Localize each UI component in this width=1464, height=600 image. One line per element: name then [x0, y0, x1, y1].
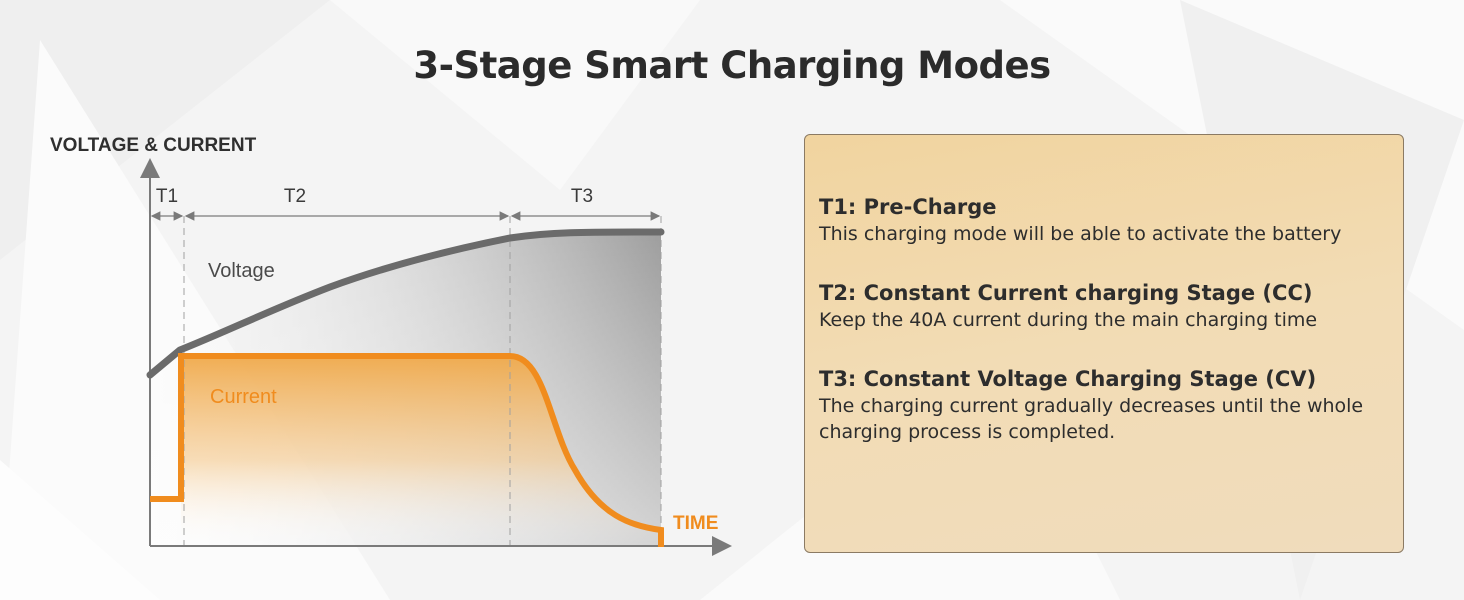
voltage-line — [146, 228, 665, 379]
stage-desc-t2: Keep the 40A current during the main cha… — [819, 309, 1318, 331]
y-axis-label: VOLTAGE & CURRENT — [50, 135, 257, 156]
current-area — [181, 356, 661, 546]
x-axis-label: TIME — [673, 513, 718, 534]
page-title: 3-Stage Smart Charging Modes — [413, 44, 1051, 87]
stage-label-t3: T3 — [571, 186, 593, 207]
stage-desc-t3: The charging current gradually decreases… — [819, 395, 1364, 443]
stage-item-t1: T1: Pre-Charge This charging mode will b… — [819, 193, 1403, 247]
stage-title-t1: T1: Pre-Charge — [819, 195, 997, 219]
stage-desc-t1: This charging mode will be able to activ… — [819, 223, 1342, 245]
stage-label-t2: T2 — [284, 186, 306, 207]
stage-item-t2: T2: Constant Current charging Stage (CC)… — [819, 279, 1403, 333]
stage-title-t3: T3: Constant Voltage Charging Stage (CV) — [819, 367, 1317, 391]
stage-title-t2: T2: Constant Current charging Stage (CC) — [819, 281, 1313, 305]
series-label-voltage: Voltage — [208, 260, 275, 282]
current-line — [150, 353, 664, 547]
stage-description-panel: T1: Pre-Charge This charging mode will b… — [804, 134, 1404, 553]
series-label-current: Current — [210, 386, 277, 408]
charging-chart: T1 T2 T3 Voltage Current VOLTAGE & CURRE… — [50, 135, 732, 556]
stage-label-t1: T1 — [156, 186, 178, 207]
stage-item-t3: T3: Constant Voltage Charging Stage (CV)… — [819, 365, 1403, 445]
